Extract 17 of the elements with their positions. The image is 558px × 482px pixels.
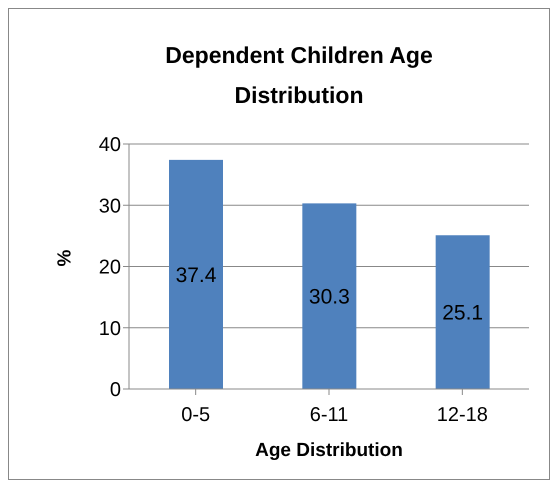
x-tick-label: 12-18 [436,404,488,426]
y-axis-title: % [54,250,76,266]
y-tick-label: 20 [98,256,121,279]
chart-title: Dependent Children Age Distribution [164,41,434,110]
bar [169,160,223,389]
data-label: 37.4 [176,264,217,287]
y-tick-label: 10 [98,318,121,340]
x-tick-label: 0-5 [181,404,210,426]
data-label: 25.1 [442,302,484,325]
y-tick-label: 40 [98,134,121,156]
y-tick-label: 0 [110,379,121,402]
bar [436,235,490,389]
x-axis-title: Age Distribution [255,440,403,461]
bar [302,203,356,389]
y-tick-label: 30 [98,195,121,218]
data-label: 30.3 [308,286,350,309]
x-tick-label: 6-11 [310,404,348,426]
